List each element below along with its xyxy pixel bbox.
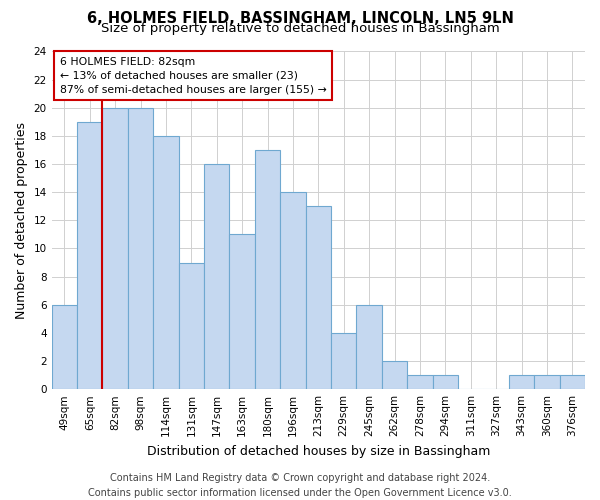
Bar (305, 206, 331, 389)
X-axis label: Distribution of detached houses by size in Bassingham: Distribution of detached houses by size … (146, 444, 490, 458)
Text: Size of property relative to detached houses in Bassingham: Size of property relative to detached ho… (101, 22, 499, 35)
Bar (229, 234, 255, 389)
Bar (407, 375, 433, 389)
Bar (433, 375, 458, 389)
Bar (103, 108, 128, 389)
Bar (280, 192, 305, 389)
Bar (356, 305, 382, 389)
Bar (153, 136, 179, 389)
Bar (204, 164, 229, 389)
Y-axis label: Number of detached properties: Number of detached properties (15, 122, 28, 319)
Bar (560, 375, 585, 389)
Text: Contains HM Land Registry data © Crown copyright and database right 2024.
Contai: Contains HM Land Registry data © Crown c… (88, 472, 512, 498)
Bar (331, 333, 356, 389)
Bar (128, 108, 153, 389)
Bar (382, 361, 407, 389)
Bar (179, 262, 204, 389)
Bar (52, 305, 77, 389)
Text: 6, HOLMES FIELD, BASSINGHAM, LINCOLN, LN5 9LN: 6, HOLMES FIELD, BASSINGHAM, LINCOLN, LN… (86, 11, 514, 26)
Text: 6 HOLMES FIELD: 82sqm
← 13% of detached houses are smaller (23)
87% of semi-deta: 6 HOLMES FIELD: 82sqm ← 13% of detached … (59, 56, 326, 94)
Bar (255, 150, 280, 389)
Bar (509, 375, 534, 389)
Bar (77, 122, 103, 389)
Bar (534, 375, 560, 389)
